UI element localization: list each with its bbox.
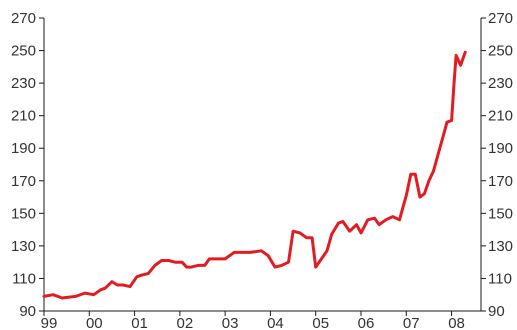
y-left-tick-label: 190	[11, 140, 36, 157]
y-left-tick-label: 230	[11, 75, 36, 92]
y-right-tick-label: 110	[488, 270, 512, 287]
y-right-tick-label: 270	[488, 10, 513, 27]
x-tick-label: 08	[448, 315, 465, 330]
y-left-tick-label: 210	[11, 108, 36, 125]
x-tick-label: 05	[312, 315, 329, 330]
axes	[43, 18, 482, 312]
y-left-tick-label: 170	[11, 173, 36, 190]
y-right-tick-label: 130	[488, 238, 513, 255]
x-tick-label: 00	[86, 315, 103, 330]
x-tick-label: 99	[41, 315, 58, 330]
y-right-tick-label: 170	[488, 173, 513, 190]
x-axis: 99 00 01 02 03 04 05 06 07 08	[41, 311, 465, 330]
x-tick-label: 06	[358, 315, 375, 330]
y-left-tick-label: 110	[12, 270, 36, 287]
y-right-tick-label: 210	[488, 108, 513, 125]
x-tick-label: 02	[177, 315, 194, 330]
y-right-tick-label: 230	[488, 75, 513, 92]
y-axis-left: 90 110 130 150 170 190 210 230 250 270	[11, 10, 44, 320]
x-tick-label: 03	[222, 315, 239, 330]
y-left-tick-label: 250	[11, 43, 36, 60]
y-left-tick-label: 90	[19, 303, 36, 320]
y-right-tick-label: 250	[488, 43, 513, 60]
x-tick-label: 07	[403, 315, 420, 330]
y-left-tick-label: 130	[11, 238, 36, 255]
y-right-tick-label: 90	[488, 303, 505, 320]
x-tick-label: 01	[131, 315, 148, 330]
y-left-tick-label: 270	[11, 10, 36, 27]
y-left-tick-label: 150	[11, 205, 36, 222]
y-right-tick-label: 190	[488, 140, 513, 157]
series-line	[42, 50, 467, 300]
y-right-tick-label: 150	[488, 205, 513, 222]
y-axis-right: 90 110 130 150 170 190 210 230 250 270	[481, 10, 513, 320]
x-tick-label: 04	[267, 315, 284, 330]
